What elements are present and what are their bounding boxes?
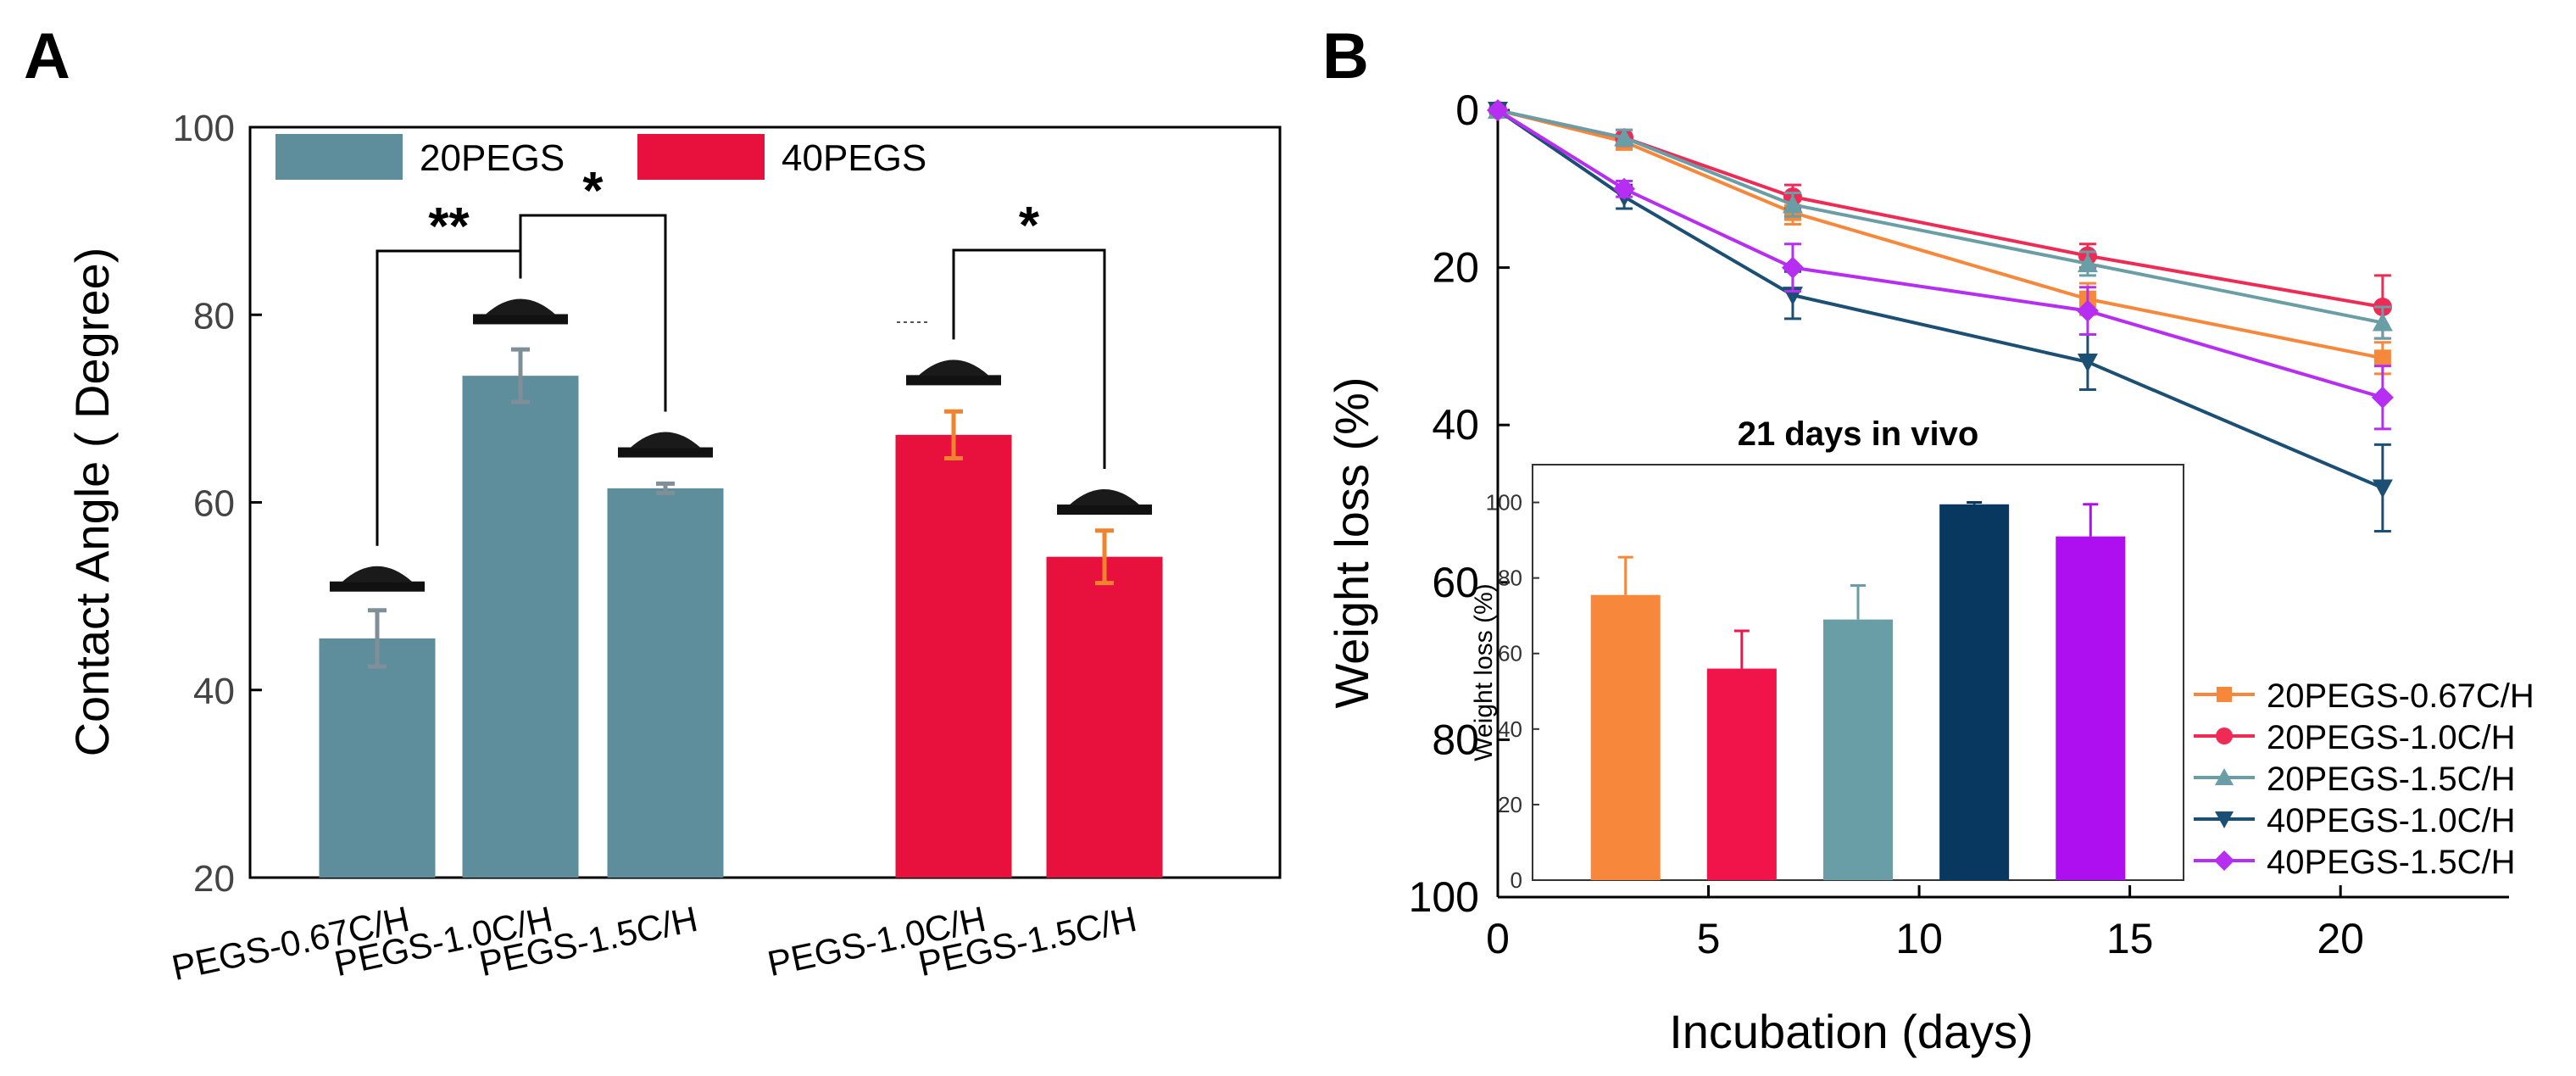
panel-a-significance-brackets: ****: [376, 162, 1106, 546]
y-tick-label-80: 80: [193, 295, 235, 337]
y-tick-label-100: 100: [1409, 873, 1479, 921]
series-line-40pegs-1-5c-h: [1496, 109, 2384, 399]
panel-a-bars: [319, 298, 1163, 878]
y-tick-label-40: 40: [1432, 401, 1479, 449]
panel-b-letter: B: [1322, 20, 1369, 92]
y-tick-label-20: 20: [1432, 244, 1479, 292]
inset-bar-40pegs-1-5c-h: [2056, 536, 2126, 880]
legend-swatch-20pegs: [275, 134, 403, 180]
inset-title: 21 days in vivo: [1738, 415, 1979, 453]
inset-y-axis-label: Weight loss (%): [1470, 583, 1498, 761]
x-tick-label-20: 20: [2317, 915, 2364, 962]
inset-y-tick-label-60: 60: [1498, 641, 1522, 666]
bar-40pegs-pegs-1-0c-h: [895, 434, 1012, 878]
legend-label-20pegs: 20PEGS: [420, 137, 565, 179]
data-point-40pegs-1-0c-h-21: [2372, 479, 2393, 499]
droplet-40pegs-pegs-1-0c-h: [918, 360, 989, 376]
inset-bar-20pegs-1-0c-h: [1706, 668, 1777, 880]
bar-40pegs-pegs-1-5c-h: [1046, 556, 1163, 878]
y-tick-label-40: 40: [193, 671, 235, 712]
legend-marker-40pegs-1-0c-h: [2215, 811, 2234, 828]
droplet-substrate-20pegs-pegs-1-5c-h: [618, 447, 713, 458]
droplet-20pegs-pegs-0-67c-h: [342, 566, 413, 583]
inset-y-tick-label-40: 40: [1498, 716, 1522, 742]
data-point-40pegs-1-0c-h-14: [2077, 353, 2098, 372]
x-tick-label-15: 15: [2106, 915, 2154, 962]
panel-b-inset-bar-chart: 21 days in vivo Weight loss (%) 0 20 40 60 8…: [1470, 415, 2184, 893]
x-tick-label-0: 0: [1486, 915, 1510, 962]
droplet-substrate-40pegs-pegs-1-0c-h: [906, 375, 1001, 386]
panel-a-y-axis: 20 40 60 80 100: [173, 108, 262, 900]
droplet-substrate-20pegs-pegs-1-0c-h: [473, 314, 568, 325]
y-tick-label-80: 80: [1432, 716, 1479, 763]
bar-20pegs-pegs-1-0c-h: [462, 376, 579, 878]
significance-bracket-3: [952, 248, 1106, 470]
data-point-40pegs-1-5c-h-14: [2076, 299, 2099, 322]
x-tick-label-10: 10: [1895, 915, 1943, 962]
inset-bar-20pegs-0-67c-h: [1590, 594, 1661, 880]
legend-marker-20pegs-0-67c-h: [2217, 687, 2232, 702]
inset-y-tick-label-20: 20: [1498, 792, 1522, 817]
inset-bar-40pegs-1-0c-h: [1939, 504, 2010, 880]
droplet-substrate-20pegs-pegs-0-67c-h: [330, 581, 425, 592]
legend-label-40pegs-1-5c-h: 40PEGS-1.5C/H: [2267, 844, 2515, 881]
droplet-40pegs-pegs-1-5c-h: [1069, 489, 1140, 506]
legend-marker-20pegs-1-0c-h: [2216, 728, 2233, 744]
y-tick-label-60: 60: [193, 483, 235, 525]
legend-label-20pegs-0-67c-h: 20PEGS-0.67C/H: [2267, 677, 2534, 715]
inset-y-tick-label-100: 100: [1486, 490, 1522, 516]
data-point-20pegs-0-67c-h-21: [2373, 349, 2391, 367]
y-tick-label-20: 20: [193, 858, 235, 900]
panel-b-y-axis-label: Weight loss (%): [1325, 376, 1378, 708]
legend-label-20pegs-1-5c-h: 20PEGS-1.5C/H: [2267, 761, 2515, 798]
legend-marker-40pegs-1-5c-h: [2214, 850, 2234, 871]
legend-label-40pegs-1-0c-h: 40PEGS-1.0C/H: [2267, 802, 2515, 839]
y-tick-label-60: 60: [1432, 559, 1479, 606]
data-point-40pegs-1-5c-h-3: [1613, 177, 1636, 200]
inset-y-tick-label-0: 0: [1511, 867, 1522, 893]
panel-a-letter: A: [24, 20, 70, 92]
droplet-20pegs-pegs-1-0c-h: [485, 298, 556, 315]
legend-label-20pegs-1-0c-h: 20PEGS-1.0C/H: [2267, 719, 2515, 756]
y-tick-label-0: 0: [1455, 86, 1479, 134]
y-tick-label-100: 100: [173, 108, 235, 149]
panel-b-x-axis-label: Incubation (days): [1669, 1005, 2034, 1058]
data-point-40pegs-1-5c-h-21: [2371, 386, 2394, 409]
significance-label-1: **: [428, 198, 470, 256]
droplet-substrate-40pegs-pegs-1-5c-h: [1057, 505, 1152, 516]
significance-label-3: *: [1019, 197, 1040, 255]
bar-20pegs-pegs-1-5c-h: [607, 488, 724, 878]
panel-a-bar-chart: 20 40 60 80 100 Contact Angle ( Degree) 20PE…: [65, 108, 1282, 988]
data-point-20pegs-1-5c-h-14: [2077, 253, 2098, 272]
legend-marker-20pegs-1-5c-h: [2215, 768, 2234, 785]
panel-b-legend: 20PEGS-0.67C/H 20PEGS-1.0C/H 20PEGS-1.5C/H…: [2194, 677, 2534, 881]
legend-label-40pegs: 40PEGS: [782, 137, 926, 179]
data-point-20pegs-1-5c-h-21: [2372, 312, 2393, 332]
inset-y-tick-label-80: 80: [1498, 566, 1522, 591]
data-point-40pegs-1-5c-h-7: [1781, 256, 1804, 279]
x-tick-label-5: 5: [1697, 915, 1721, 962]
panel-a-y-axis-label: Contact Angle ( Degree): [65, 248, 119, 757]
droplet-20pegs-pegs-1-5c-h: [630, 432, 701, 449]
significance-label-2: *: [582, 162, 604, 220]
panel-b-series: [1487, 99, 2394, 532]
data-point-20pegs-1-5c-h-7: [1782, 194, 1803, 214]
panel-a-legend: 20PEGS 40PEGS: [275, 134, 926, 180]
data-point-40pegs-1-5c-h-0: [1487, 99, 1509, 121]
significance-bracket-2: [519, 214, 667, 412]
bar-20pegs-pegs-0-67c-h: [319, 638, 436, 878]
data-point-20pegs-1-5c-h-3: [1614, 127, 1635, 147]
inset-bar-20pegs-1-5c-h: [1823, 619, 1893, 880]
legend-swatch-40pegs: [637, 134, 765, 180]
